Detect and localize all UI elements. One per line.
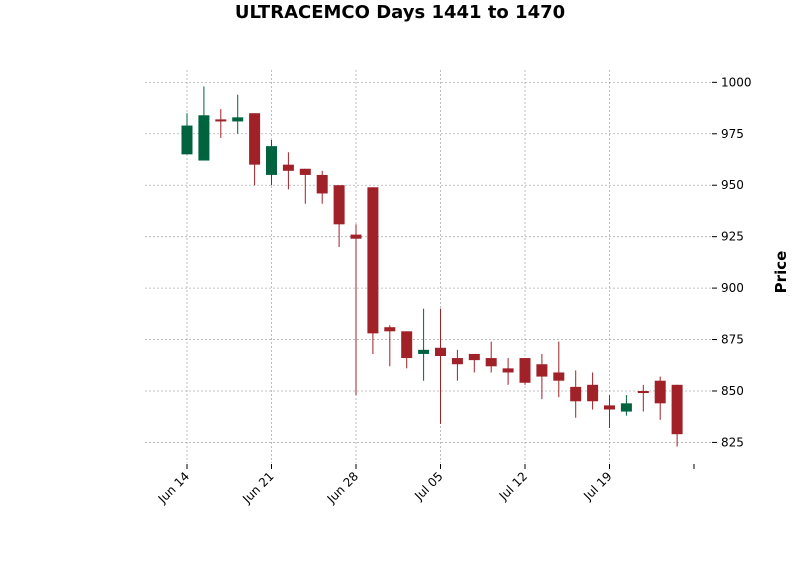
candle-body (553, 372, 565, 381)
candle-up (181, 113, 193, 155)
candle-body (367, 187, 379, 334)
y-tick-label: 825 (721, 435, 744, 449)
x-tick-label: Jun 14 (155, 469, 192, 506)
y-tick-label: 950 (721, 178, 744, 192)
candle-down (587, 372, 599, 410)
candle-down (401, 331, 413, 369)
x-tick-label: Jun 21 (239, 469, 276, 506)
candle-down (333, 185, 345, 247)
candle-body (215, 119, 227, 122)
candle-body (299, 168, 311, 175)
candle-body (181, 125, 193, 155)
y-axis-label: Price (772, 251, 790, 294)
candle-body (316, 174, 328, 194)
candle-down (570, 370, 582, 418)
candle-down (553, 341, 565, 398)
candle-down (519, 358, 531, 385)
candle-down (435, 308, 446, 424)
candle-body (350, 234, 362, 239)
candle-down (451, 349, 463, 381)
candle-body (418, 349, 430, 354)
candles (181, 86, 683, 447)
candle-down (215, 109, 227, 138)
candle-down (316, 170, 328, 204)
candle-up (620, 395, 632, 416)
candle-body (637, 390, 649, 394)
candle-body (604, 405, 615, 410)
candle-body (620, 403, 632, 412)
candle-down (654, 376, 666, 420)
candle-up (232, 94, 244, 134)
candle-body (384, 327, 396, 332)
y-tick-label: 925 (721, 230, 744, 244)
y-tick-label: 900 (721, 281, 744, 295)
candle-body (468, 353, 480, 361)
candle-body (232, 117, 244, 122)
candle-body (401, 331, 413, 359)
y-axis: 825 850 875 900 925 950 975 1000 (712, 75, 752, 449)
candle-down (637, 384, 649, 412)
candle-body (249, 113, 261, 165)
candle-down (468, 353, 480, 373)
candle-down (502, 358, 514, 385)
candle-body (333, 185, 345, 225)
x-axis: Jun 14 Jun 21 Jun 28 Jul 05 Jul 12 Jul 19 (155, 464, 695, 507)
candle-down (604, 395, 615, 429)
candle-down (350, 224, 362, 396)
candle-body (519, 358, 531, 383)
candle-body (451, 358, 463, 365)
candle-body (536, 364, 548, 377)
candle-body (502, 368, 514, 373)
candle-down (384, 325, 396, 367)
candle-down (249, 113, 261, 186)
y-tick-label: 850 (721, 384, 744, 398)
y-tick-label: 875 (721, 333, 744, 347)
candle-body (570, 386, 582, 402)
x-tick-label: Jul 05 (411, 469, 445, 503)
candle-body (485, 358, 497, 367)
candle-body (587, 384, 599, 402)
candle-body (671, 384, 683, 435)
candle-down (367, 187, 379, 354)
x-tick-label: Jul 12 (496, 469, 530, 503)
candle-body (282, 164, 294, 171)
y-tick-label: 1000 (721, 75, 752, 89)
candle-body (654, 380, 666, 404)
chart-title: ULTRACEMCO Days 1441 to 1470 (235, 2, 565, 23)
x-tick-label: Jun 28 (324, 469, 361, 506)
candle-body (266, 146, 277, 175)
y-tick-label: 975 (721, 127, 744, 141)
candle-down (299, 168, 311, 204)
candle-up (266, 139, 277, 186)
candle-up (198, 86, 210, 161)
candle-down (536, 353, 548, 400)
x-tick-label: Jul 19 (580, 469, 614, 503)
candle-up (418, 308, 430, 381)
candle-down (282, 152, 294, 190)
candle-down (671, 384, 683, 447)
candle-down (485, 341, 497, 373)
candle-body (435, 347, 446, 357)
candle-body (198, 115, 210, 161)
